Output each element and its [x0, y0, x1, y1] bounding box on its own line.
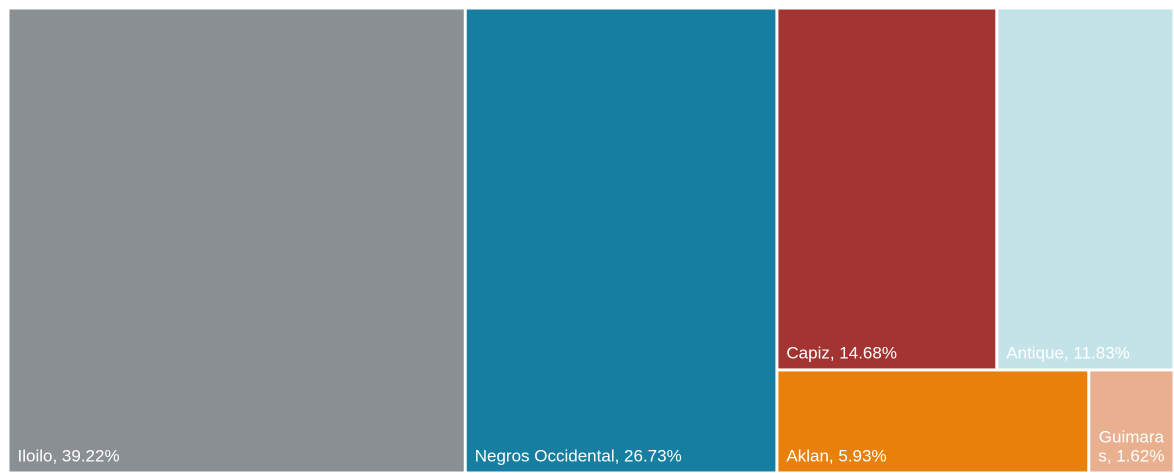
- label-line: Guimara: [1099, 428, 1165, 447]
- tile: Negros Occidental, 26.73%: [466, 9, 776, 472]
- treemap-tile: [9, 9, 464, 472]
- tile: Guimara s, 1.62%: [1090, 371, 1173, 472]
- tile-label: Negros Occidental, 26.73%: [475, 447, 682, 466]
- tile-label: Antique, 11.83%: [1006, 343, 1129, 362]
- tile: Capiz, 14.68%: [778, 9, 996, 369]
- treemap-tile: [778, 9, 996, 369]
- tile: Aklan, 5.93%: [778, 371, 1088, 472]
- tile-label: Aklan, 5.93%: [786, 447, 886, 466]
- tile-label: Guimara s, 1.62%: [1098, 428, 1164, 466]
- tile: Antique, 11.83%: [998, 9, 1173, 369]
- treemap-tile: [1090, 371, 1173, 472]
- treemap-tile: [466, 9, 776, 472]
- tile-label: Iloilo, 39.22%: [18, 447, 120, 466]
- label-line: s, 1.62%: [1098, 447, 1164, 466]
- tile-label: Capiz, 14.68%: [786, 343, 897, 362]
- tile: Iloilo, 39.22%: [9, 9, 464, 472]
- treemap-tile: [778, 371, 1088, 472]
- treemap-tile: [998, 9, 1173, 369]
